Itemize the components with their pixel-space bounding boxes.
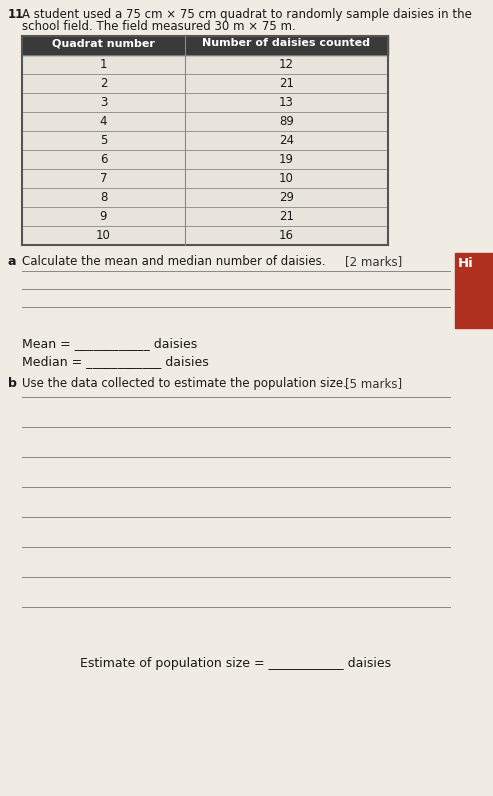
Bar <box>22 55 388 74</box>
Text: Mean = ____________ daisies: Mean = ____________ daisies <box>22 337 197 350</box>
Text: 10: 10 <box>96 229 111 242</box>
Text: 21: 21 <box>279 210 294 223</box>
Bar <box>22 74 388 93</box>
Text: b: b <box>8 377 17 390</box>
Text: Use the data collected to estimate the population size.: Use the data collected to estimate the p… <box>22 377 347 390</box>
Text: 10: 10 <box>279 172 294 185</box>
Text: Calculate the mean and median number of daisies.: Calculate the mean and median number of … <box>22 255 325 268</box>
Text: 89: 89 <box>279 115 294 128</box>
Text: 4: 4 <box>100 115 107 128</box>
Bar <box>22 207 388 226</box>
Text: 5: 5 <box>100 134 107 147</box>
Bar <box>22 93 388 112</box>
Text: 29: 29 <box>279 191 294 204</box>
Bar <box>455 253 493 328</box>
Text: [2 marks]: [2 marks] <box>345 255 402 268</box>
Text: 7: 7 <box>100 172 107 185</box>
Text: Median = ____________ daisies: Median = ____________ daisies <box>22 355 209 368</box>
Bar <box>22 226 388 245</box>
Text: 21: 21 <box>279 77 294 90</box>
Text: A student used a 75 cm × 75 cm quadrat to randomly sample daisies in the: A student used a 75 cm × 75 cm quadrat t… <box>22 8 472 21</box>
Text: 19: 19 <box>279 153 294 166</box>
Bar <box>22 131 388 150</box>
Text: Quadrat number: Quadrat number <box>52 38 155 48</box>
Bar <box>22 188 388 207</box>
Bar <box>22 36 388 55</box>
Text: 13: 13 <box>279 96 294 109</box>
Text: 8: 8 <box>100 191 107 204</box>
Text: 9: 9 <box>100 210 107 223</box>
Text: 3: 3 <box>100 96 107 109</box>
Text: 11: 11 <box>8 8 24 21</box>
Text: 6: 6 <box>100 153 107 166</box>
Text: 16: 16 <box>279 229 294 242</box>
Text: a: a <box>8 255 16 268</box>
Bar <box>22 169 388 188</box>
Text: 2: 2 <box>100 77 107 90</box>
Text: 1: 1 <box>100 58 107 71</box>
Text: school field. The field measured 30 m × 75 m.: school field. The field measured 30 m × … <box>22 20 296 33</box>
Text: 12: 12 <box>279 58 294 71</box>
Text: 24: 24 <box>279 134 294 147</box>
Bar <box>22 150 388 169</box>
Text: Estimate of population size = ____________ daisies: Estimate of population size = __________… <box>80 657 391 670</box>
Bar <box>22 112 388 131</box>
Text: Number of daisies counted: Number of daisies counted <box>203 38 371 48</box>
Text: [5 marks]: [5 marks] <box>345 377 402 390</box>
Text: Hi: Hi <box>458 257 474 270</box>
